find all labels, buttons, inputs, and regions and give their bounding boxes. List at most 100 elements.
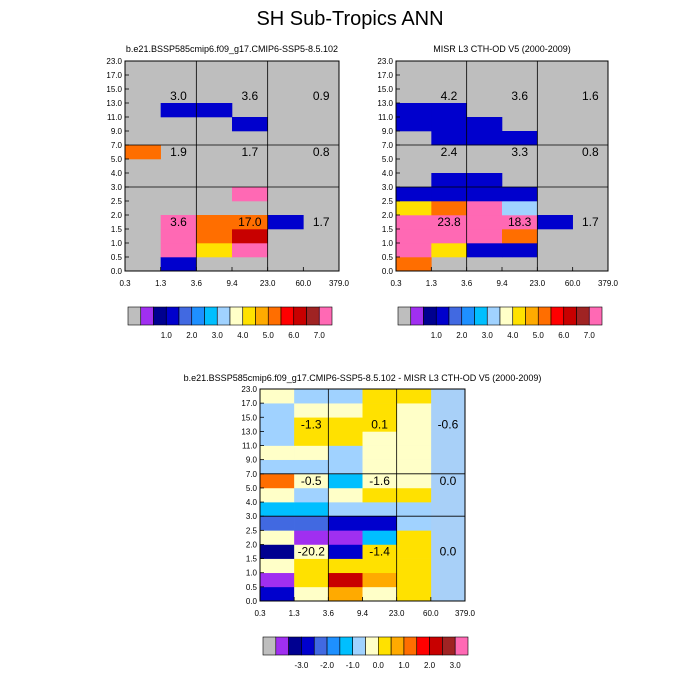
region-total-label: -1.3 [301, 417, 322, 431]
y-tick-label: 17.0 [106, 71, 122, 80]
figure-title: SH Sub-Tropics ANN [256, 8, 444, 30]
heatmap-cell [396, 417, 432, 432]
colorbar-box [352, 636, 366, 656]
colorbar-label: 5.0 [533, 331, 545, 340]
heatmap-cell [466, 201, 503, 216]
colorbar-box [313, 636, 328, 656]
heatmap-cell [396, 530, 432, 545]
y-tick-label: 5.0 [246, 484, 258, 493]
y-tick-label: 0.5 [111, 253, 123, 262]
colorbar-box [550, 306, 565, 326]
heatmap-cell [260, 572, 295, 588]
region-total-label: 3.6 [511, 89, 528, 103]
heatmap-cell [431, 187, 467, 202]
y-tick-label: 0.5 [382, 253, 394, 262]
heatmap-cell [466, 215, 503, 230]
colorbar-box [461, 306, 475, 326]
colorbar-label: 4.0 [237, 331, 249, 340]
heatmap-cell [260, 558, 295, 574]
colorbar-box [178, 306, 193, 326]
y-tick-label: 11.0 [242, 442, 258, 451]
region-total-label: 23.8 [437, 215, 461, 229]
colorbar-box [410, 306, 424, 326]
heatmap-cell [396, 257, 432, 272]
heatmap-cell [328, 431, 363, 446]
colorbar-box [280, 306, 295, 326]
panel-title: b.e21.BSSP585cmip6.f09_g17.CMIP6-SSP5-8.… [126, 44, 338, 54]
colorbar-box [499, 306, 514, 326]
y-tick-label: 2.5 [246, 526, 258, 535]
colorbar-label: -3.0 [295, 661, 309, 670]
heatmap-cell [396, 103, 432, 118]
colorbar-box [204, 306, 218, 326]
heatmap-cell [328, 473, 363, 489]
region-total-label: 0.0 [440, 545, 457, 559]
y-tick-label: 9.0 [246, 456, 258, 465]
colorbar-box [318, 306, 333, 326]
heatmap-cell [362, 459, 397, 475]
heatmap-cell [431, 117, 467, 132]
region-total-label: -1.4 [369, 545, 390, 559]
colorbar-box [165, 306, 180, 326]
heatmap-cell [396, 431, 432, 446]
heatmap-cell [294, 558, 329, 574]
x-tick-label: 60.0 [423, 609, 439, 618]
region-total-label: 3.6 [170, 215, 187, 229]
region-total-label: 3.6 [241, 89, 258, 103]
colorbar-box [127, 306, 142, 326]
heatmap-cell [466, 117, 503, 132]
y-tick-label: 0.5 [246, 583, 258, 592]
colorbar-label: 7.0 [584, 331, 596, 340]
region-total-label: -0.5 [301, 474, 322, 488]
x-tick-label: 379.0 [329, 279, 350, 288]
y-tick-label: 2.0 [246, 540, 258, 549]
colorbar-box [262, 636, 277, 656]
heatmap-cell [396, 558, 432, 574]
heatmap-cell [396, 229, 432, 244]
heatmap-cell [260, 459, 295, 475]
colorbar-label: 5.0 [263, 331, 275, 340]
y-tick-label: 2.5 [382, 197, 394, 206]
colorbar-box [442, 636, 456, 656]
region-total-label: 0.1 [371, 417, 388, 431]
heatmap-cell [294, 473, 329, 489]
colorbar-box [326, 636, 341, 656]
heatmap-cell [396, 187, 432, 202]
y-tick-label: 15.0 [241, 413, 257, 422]
heatmap-cell [260, 487, 295, 503]
heatmap-cell [260, 389, 295, 404]
heatmap-cell [328, 572, 363, 588]
heatmap-cell [362, 516, 397, 531]
y-tick-label: 15.0 [377, 85, 393, 94]
heatmap-cell [466, 243, 503, 258]
y-tick-label: 2.5 [111, 197, 123, 206]
heatmap-cell [260, 502, 295, 517]
heatmap-cell [328, 403, 363, 418]
x-tick-label: 1.3 [289, 609, 301, 618]
x-tick-label: 0.3 [390, 279, 402, 288]
x-tick-label: 3.6 [323, 609, 335, 618]
colorbar-box [512, 306, 526, 326]
heatmap-cell [328, 544, 363, 559]
colorbar-label: 2.0 [456, 331, 468, 340]
x-tick-label: 1.3 [426, 279, 438, 288]
heatmap-cell [362, 558, 397, 574]
y-tick-label: 3.0 [246, 512, 258, 521]
colorbar-box [474, 306, 488, 326]
heatmap-cell [160, 215, 197, 230]
colorbar-label: 4.0 [507, 331, 519, 340]
heatmap-cell [362, 586, 397, 602]
heatmap-cell [196, 229, 233, 244]
y-tick-label: 5.0 [111, 155, 123, 164]
region-total-label: 3.0 [170, 89, 187, 103]
x-tick-label: 379.0 [598, 279, 619, 288]
heatmap-cell [232, 215, 268, 230]
heatmap-cell [294, 459, 329, 475]
heatmap-cell [328, 558, 363, 574]
heatmap-cell [466, 131, 503, 146]
y-tick-label: 9.0 [382, 127, 394, 136]
panel-title: MISR L3 CTH-OD V5 (2000-2009) [433, 44, 571, 54]
y-tick-label: 1.0 [382, 239, 394, 248]
colorbar-box [306, 306, 320, 326]
x-tick-label: 0.3 [254, 609, 266, 618]
